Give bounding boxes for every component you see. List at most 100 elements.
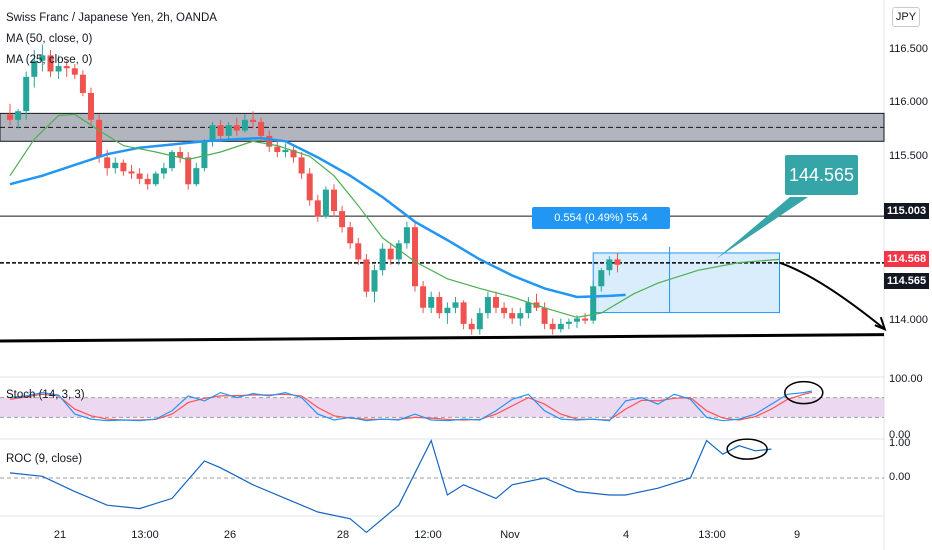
candle — [39, 55, 46, 61]
candle — [509, 313, 516, 319]
symbol-title: Swiss Franc / Japanese Yen, 2h, OANDA — [6, 12, 217, 24]
candle — [306, 173, 313, 201]
candle — [274, 146, 281, 153]
stoch-band — [0, 397, 884, 418]
candle — [468, 323, 475, 330]
candle — [71, 68, 78, 75]
price-tick: 116.500 — [889, 43, 928, 55]
price-badge-ma: 114.565 — [884, 273, 930, 289]
candle — [177, 152, 184, 158]
candle — [347, 227, 354, 244]
candle — [582, 318, 589, 321]
forecast-arrowhead — [874, 316, 887, 331]
candle — [339, 211, 346, 228]
candle — [258, 121, 265, 136]
candle — [598, 270, 605, 287]
stoch-highlight-circle — [784, 380, 824, 405]
candle — [420, 286, 427, 308]
candle — [525, 302, 532, 314]
time-tick: 26 — [223, 529, 237, 541]
roc-tick: 0.00 — [889, 471, 911, 483]
candle — [31, 60, 38, 77]
candle — [436, 297, 443, 314]
candle — [169, 152, 175, 169]
candle — [96, 119, 103, 158]
currency-unit-button[interactable]: JPY — [892, 7, 920, 27]
candle — [444, 307, 451, 314]
time-tick: 9 — [793, 529, 801, 541]
candle — [493, 297, 499, 308]
candle — [136, 173, 143, 179]
candle — [160, 168, 167, 174]
candle — [549, 323, 556, 330]
support-trendline — [0, 333, 885, 343]
candle — [201, 141, 208, 169]
measure-label-box: 0.554 (0.49%) 55.4 — [532, 207, 670, 229]
candle — [363, 259, 370, 292]
price-badge-current: 114.568 — [884, 251, 930, 267]
forecast-arrow-path — [779, 261, 886, 331]
candle — [152, 173, 159, 185]
stoch-legend[interactable]: Stoch (14, 3, 3) — [6, 389, 85, 401]
candle — [484, 297, 491, 314]
candle — [541, 307, 548, 324]
stoch-tick: 100.00 — [889, 373, 923, 385]
candle — [266, 135, 273, 147]
candle — [112, 162, 119, 169]
candle — [104, 157, 111, 169]
candle — [322, 189, 329, 217]
measure-label: 0.554 (0.49%) 55.4 — [554, 212, 648, 224]
candle — [63, 66, 70, 69]
candle — [395, 243, 402, 260]
candle — [557, 323, 564, 330]
candle — [15, 111, 22, 120]
price-tick: 114.000 — [889, 314, 928, 326]
candle — [331, 189, 337, 212]
candle — [403, 227, 410, 244]
roc-legend[interactable]: ROC (9, close) — [6, 453, 83, 465]
time-tick: 21 — [53, 529, 67, 541]
roc-line — [9, 438, 772, 534]
candle — [614, 259, 621, 265]
candle — [88, 92, 94, 120]
candle — [501, 307, 508, 314]
candle — [298, 157, 305, 174]
candle — [574, 318, 580, 322]
candle — [193, 168, 200, 185]
candle — [217, 125, 224, 136]
candle — [47, 55, 54, 72]
candle — [282, 149, 289, 153]
ma50-line — [9, 136, 626, 299]
candle — [185, 157, 192, 185]
ma25-legend[interactable]: MA (25, close, 0) — [6, 54, 93, 66]
ma50-legend[interactable]: MA (50, close, 0) — [6, 33, 93, 45]
price-tick: 116.000 — [889, 96, 928, 108]
stoch-tick: 0.00 — [889, 429, 911, 441]
time-tick: 28 — [336, 529, 350, 541]
time-tick: 13:00 — [131, 529, 159, 541]
candle — [209, 125, 216, 142]
candle — [79, 74, 86, 93]
time-tick: Nov — [500, 529, 520, 541]
roc-highlight-circle — [726, 438, 768, 460]
candle — [379, 248, 386, 271]
candle — [250, 119, 256, 122]
candle — [476, 313, 483, 330]
callout-pointer — [716, 197, 808, 259]
time-tick: 12:00 — [414, 529, 442, 541]
candle — [120, 162, 127, 172]
roc-tick: 1.00 — [889, 437, 911, 449]
price-badge-resistance: 115.003 — [884, 203, 930, 219]
candle — [428, 297, 435, 308]
candle — [55, 66, 62, 72]
candle — [412, 227, 418, 287]
candle — [233, 125, 240, 131]
candle — [606, 259, 613, 271]
candle — [128, 171, 135, 174]
candle — [565, 321, 572, 324]
candle — [314, 200, 321, 217]
candle — [452, 302, 459, 308]
candle — [225, 125, 232, 136]
